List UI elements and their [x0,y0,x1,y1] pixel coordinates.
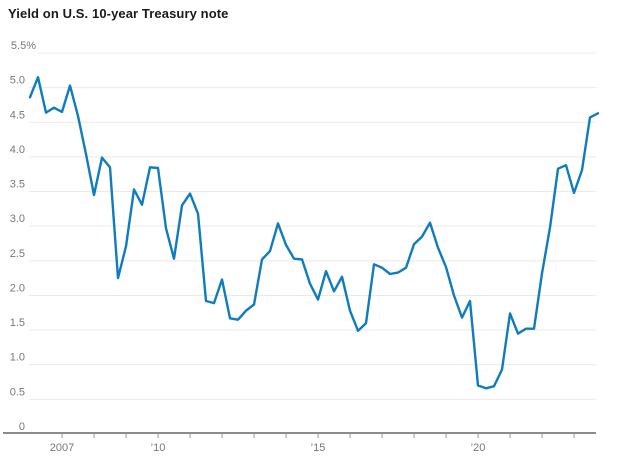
y-axis-label: 5.5% [11,40,36,52]
y-axis-label: 3.5 [10,179,25,191]
x-axis-label: ’20 [471,442,486,454]
chart-title: Yield on U.S. 10-year Treasury note [8,6,229,21]
y-axis-label: 1.0 [10,352,25,364]
y-axis-label: 0 [19,421,25,433]
x-axis-label: ’10 [151,442,166,454]
y-axis-label: 2.5 [10,248,25,260]
y-axis-label: 3.0 [10,213,25,225]
x-axis-label: ’15 [311,442,326,454]
y-axis-label: 5.0 [10,75,25,87]
y-axis-label: 2.0 [10,282,25,294]
x-axis-label: 2007 [50,442,74,454]
y-axis-label: 0.5 [10,386,25,398]
y-axis-label: 4.0 [10,144,25,156]
y-axis-label: 1.5 [10,317,25,329]
y-axis-label: 4.5 [10,109,25,121]
yield-line [28,75,600,390]
